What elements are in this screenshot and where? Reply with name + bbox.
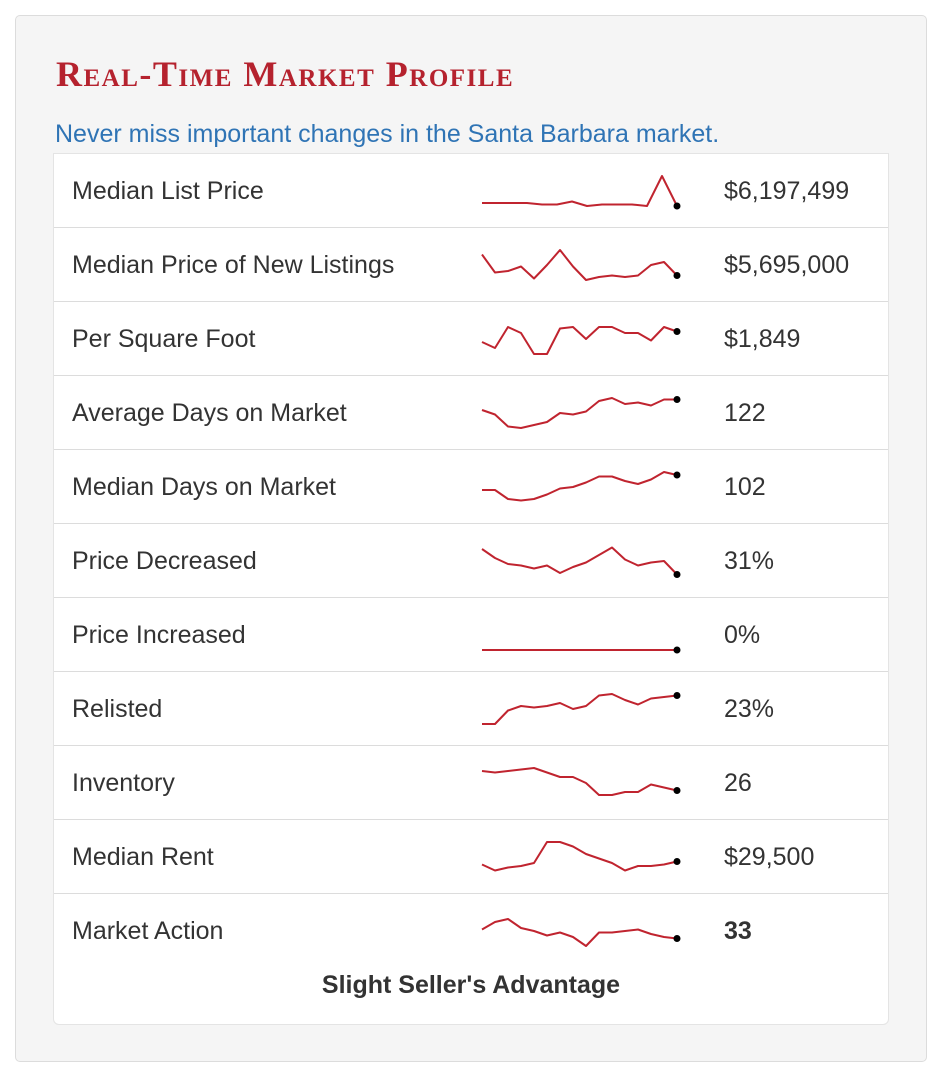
page-title: Real-Time Market Profile (56, 54, 515, 94)
row-value: $5,695,000 (724, 251, 850, 279)
row-label: Median Days on Market (72, 473, 337, 501)
sparkline-endpoint (673, 646, 681, 654)
row-label: Inventory (72, 769, 175, 797)
market-condition-label: Slight Seller's Advantage (321, 971, 621, 999)
sparkline-line (481, 918, 678, 947)
sparkline-endpoint (673, 272, 681, 279)
market-stats-table: Median List Price $6,197,499 Median Price … (53, 153, 889, 1025)
row-label: Price Decreased (72, 547, 257, 575)
row-value: $1,849 (724, 325, 801, 353)
table-row: Market Action 33 (54, 894, 888, 968)
table-row: Per Square Foot $1,849 (54, 302, 888, 376)
sparkline (481, 918, 681, 947)
table-row: Median Days on Market 102 (54, 450, 888, 524)
table-row: Price Decreased 31% (54, 524, 888, 598)
row-value: 102 (724, 473, 766, 501)
row-label: Market Action (72, 917, 224, 945)
sparkline-endpoint (673, 471, 681, 479)
table-row: Relisted 23% (54, 672, 888, 746)
sparkline-endpoint (673, 858, 681, 865)
row-value: 0% (724, 621, 761, 649)
sparkline-line (482, 471, 678, 502)
sparkline-line (481, 546, 678, 576)
sparkline-line (481, 397, 677, 429)
sparkline (481, 767, 681, 796)
row-label: Price Increased (72, 621, 246, 649)
sparkline (481, 396, 681, 429)
row-value: 26 (724, 769, 752, 797)
page-subtitle: Never miss important changes in the Sant… (55, 120, 720, 148)
sparkline-endpoint (673, 692, 681, 699)
sparkline-endpoint (673, 935, 681, 942)
sparkline-endpoint (673, 202, 681, 210)
row-value: 31% (724, 547, 775, 575)
sparkline-endpoint (673, 328, 681, 335)
row-label: Relisted (72, 695, 163, 723)
row-value: $6,197,499 (724, 177, 850, 205)
sparkline (481, 546, 681, 578)
sparkline-line (481, 249, 678, 281)
sparkline-endpoint (673, 787, 681, 794)
table-row: Median List Price $6,197,499 (54, 154, 888, 228)
row-label: Average Days on Market (72, 399, 347, 427)
table-row: Median Rent $29,500 (54, 820, 888, 894)
sparkline-line (482, 175, 678, 207)
row-value: 33 (724, 917, 752, 945)
sparkline (482, 692, 681, 725)
sparkline (482, 471, 681, 502)
sparkline-line (481, 326, 678, 355)
table-row: Average Days on Market 122 (54, 376, 888, 450)
row-label: Median Price of New Listings (72, 251, 395, 279)
row-label: Median List Price (72, 177, 264, 205)
sparkline-line (482, 693, 678, 725)
table-row: Median Price of New Listings $5,695,000 (54, 228, 888, 302)
row-label: Per Square Foot (72, 325, 256, 353)
sparkline-line (481, 767, 678, 796)
table-row: Inventory 26 (54, 746, 888, 820)
table-row: Price Increased 0% (54, 598, 888, 672)
row-value: 122 (724, 399, 766, 427)
row-label: Median Rent (72, 843, 214, 871)
sparkline-endpoint (673, 571, 681, 578)
sparkline (482, 646, 681, 654)
sparkline (482, 175, 681, 210)
row-value: 23% (724, 695, 775, 723)
sparkline-endpoint (673, 396, 681, 403)
sparkline (481, 841, 681, 872)
sparkline-line (481, 841, 678, 872)
sparkline (481, 249, 681, 281)
row-value: $29,500 (724, 843, 815, 871)
sparkline (481, 326, 681, 355)
